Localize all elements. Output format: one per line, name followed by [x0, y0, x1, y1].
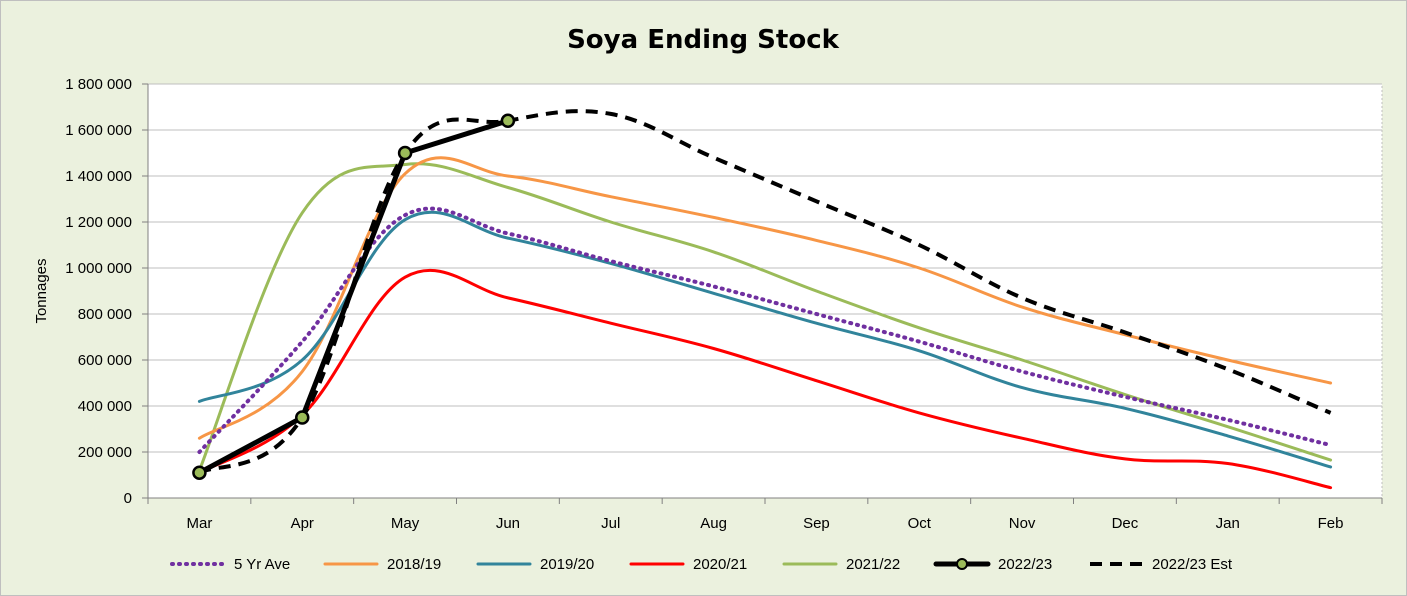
y-tick-label: 400 000 — [78, 398, 132, 415]
chart-title: Soya Ending Stock — [567, 25, 840, 55]
series-line-2022-23 — [196, 118, 511, 476]
y-axis-label: Tonnages — [33, 258, 50, 323]
x-tick-label: Apr — [291, 515, 314, 532]
y-tick-label: 1 400 000 — [65, 168, 132, 185]
y-tick-label: 1 000 000 — [65, 260, 132, 277]
y-tick-label: 0 — [124, 490, 132, 507]
plot-area — [147, 83, 1383, 499]
y-tick-label: 200 000 — [78, 444, 132, 461]
legend-marker — [956, 558, 968, 570]
y-tick-label: 1 200 000 — [65, 214, 132, 231]
y-tick-label: 1 600 000 — [65, 122, 132, 139]
x-tick-label: Aug — [700, 515, 727, 532]
data-point-marker — [192, 465, 207, 480]
y-axis-ticks: 0 200 000 400 000 600 000 800 000 1 000 000 1 … — [65, 76, 1382, 507]
y-tick-label: 600 000 — [78, 352, 132, 369]
data-point-marker — [295, 410, 310, 425]
x-tick-label: Dec — [1112, 515, 1139, 532]
legend-label-2018-19: 2018/19 — [387, 556, 441, 573]
x-tick-label: Mar — [186, 515, 212, 532]
x-tick-label: Nov — [1009, 515, 1036, 532]
y-tick-label: 1 800 000 — [65, 76, 132, 93]
x-tick-label: Oct — [908, 515, 932, 532]
legend-label-2022-23: 2022/23 — [998, 556, 1052, 573]
data-point-marker — [500, 113, 516, 129]
x-axis-ticks: Mar Apr May Jun Jul Aug Sep Oct Nov Dec Jan Feb — [147, 498, 1383, 532]
y-tick-label: 800 000 — [78, 306, 132, 323]
series-line-2020-21 — [197, 268, 1333, 490]
legend-label-2021-22: 2021/22 — [846, 556, 900, 573]
legend-label-2022-23-est: 2022/23 Est — [1152, 556, 1233, 573]
data-point-marker — [397, 145, 413, 161]
legend-label-2020-21: 2020/21 — [693, 556, 747, 573]
gridlines — [148, 83, 1382, 453]
legend-label-5-yr-ave: 5 Yr Ave — [234, 556, 290, 573]
x-tick-label: Feb — [1318, 515, 1344, 532]
legend: 5 Yr Ave 2018/19 2019/20 2020/21 2021/22 2022… — [170, 556, 1233, 573]
x-tick-label: May — [391, 515, 420, 532]
x-tick-label: Jun — [496, 515, 520, 532]
x-tick-label: Sep — [803, 515, 830, 532]
series-line-2021-22 — [197, 162, 1333, 472]
x-tick-label: Jan — [1216, 515, 1240, 532]
legend-label-2019-20: 2019/20 — [540, 556, 594, 573]
series-lines — [192, 109, 1333, 490]
x-tick-label: Jul — [601, 515, 620, 532]
series-line-2019-20 — [197, 210, 1333, 469]
